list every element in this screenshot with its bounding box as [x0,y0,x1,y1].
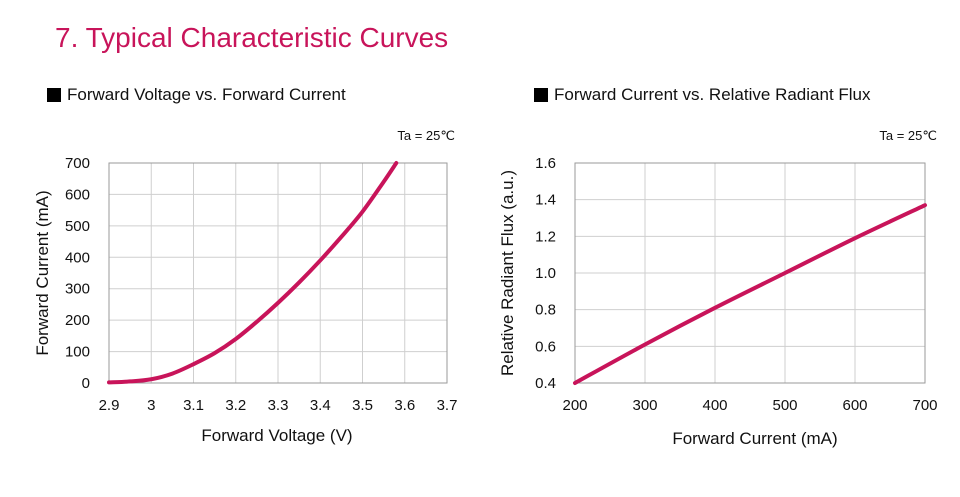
chart-title-text: Forward Voltage vs. Forward Current [67,85,346,104]
x-axis-label: Forward Current (mA) [672,429,837,448]
plot-area-frame [574,162,926,384]
y-tick-label: 1.4 [535,192,556,209]
x-tick-label: 2.9 [99,397,120,414]
series-line [107,161,399,385]
radiant-flux-chart: 200 300 400 500 600 700 0.4 0.6 0.8 1.0 1.2 1.4 1.6 F… [498,128,938,448]
x-tick-label: 600 [842,397,867,414]
y-tick-label: 0 [82,375,90,392]
x-tick-label: 3.2 [225,397,246,414]
x-tick-label: 3 [147,397,155,414]
y-tick-label: 0.4 [535,375,556,392]
forward-voltage-chart: 2.9 3 3.1 3.2 3.3 3.4 3.5 3.6 3.7 0 100 200 300 400 50… [33,128,457,445]
y-tick-label: 700 [65,155,90,172]
bullet-square-icon [47,88,61,102]
y-axis-label: Forward Current (mA) [33,190,52,355]
y-tick-label: 0.6 [535,338,556,355]
section-title: 7. Typical Characteristic Curves [55,22,449,53]
y-tick-label: 1.2 [535,228,556,245]
y-tick-label: 500 [65,218,90,235]
chart-title-forward-voltage: Forward Voltage vs. Forward Current [47,85,346,105]
x-tick-label: 3.7 [437,397,458,414]
plot-area-frame [108,162,448,384]
y-tick-label: 200 [65,312,90,329]
series-line [573,203,927,385]
condition-label: Ta = 25℃ [879,128,937,143]
x-tick-label: 400 [702,397,727,414]
y-tick-label: 1.0 [535,265,556,282]
x-tick-label: 300 [632,397,657,414]
condition-label: Ta = 25℃ [397,128,455,143]
y-tick-label: 400 [65,249,90,266]
x-tick-label: 500 [772,397,797,414]
x-tick-label: 3.1 [183,397,204,414]
x-tick-label: 3.4 [310,397,331,414]
y-axis-label: Relative Radiant Flux (a.u.) [498,170,517,376]
y-tick-label: 1.6 [535,155,556,172]
y-tick-label: 300 [65,281,90,298]
x-tick-label: 700 [912,397,937,414]
x-tick-label: 3.5 [352,397,373,414]
x-tick-label: 200 [562,397,587,414]
chart-title-radiant-flux: Forward Current vs. Relative Radiant Flu… [534,85,871,105]
y-tick-label: 600 [65,186,90,203]
bullet-square-icon [534,88,548,102]
x-tick-label: 3.3 [268,397,289,414]
x-tick-label: 3.6 [394,397,415,414]
chart-title-text: Forward Current vs. Relative Radiant Flu… [554,85,871,104]
x-axis-label: Forward Voltage (V) [201,426,352,445]
y-tick-label: 100 [65,344,90,361]
y-tick-label: 0.8 [535,302,556,319]
